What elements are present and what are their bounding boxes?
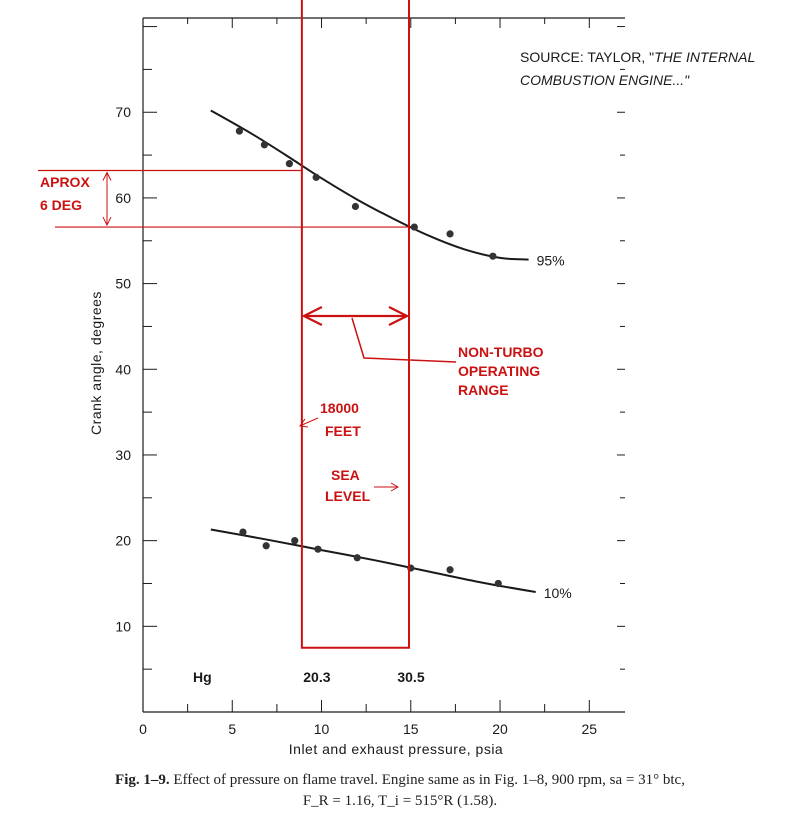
aprox-label-line-2: 6 DEG: [40, 197, 82, 213]
data-point-95pct: [285, 160, 293, 168]
non-turbo-label-line-3: RANGE: [458, 382, 509, 398]
data-point-10pct: [446, 566, 454, 574]
y-tick-label: 70: [115, 104, 131, 120]
y-tick-label: 30: [115, 447, 131, 463]
data-point-10pct: [314, 545, 322, 553]
altitude-pointer-head: [299, 418, 309, 428]
figure-caption-line-1: Fig. 1–9. Effect of pressure on flame tr…: [0, 772, 800, 789]
aprox-label-line-1: APROX: [40, 174, 90, 190]
x-axis-title: Inlet and exhaust pressure, psia: [289, 741, 503, 757]
data-point-10pct: [239, 528, 247, 536]
hg-label: Hg: [193, 669, 212, 685]
aprox-arrowhead-up: [102, 171, 112, 181]
sea-level-pointer-head: [390, 482, 400, 492]
data-point-10pct: [262, 542, 270, 550]
x-tick-label: 0: [139, 721, 147, 737]
data-point-95pct: [260, 141, 268, 149]
aprox-arrowhead-down: [102, 216, 112, 227]
operating-range-box: [300, 0, 410, 649]
y-tick-label: 60: [115, 190, 131, 206]
range-arrowhead-left: [301, 306, 323, 326]
hg-value-high: 30.5: [397, 669, 424, 685]
series-label-10pct: 10%: [544, 585, 572, 601]
range-leader-line: [351, 317, 457, 363]
series-curve-95pct: [210, 109, 529, 261]
data-point-95pct: [410, 223, 418, 231]
sea-level-label-line-2: LEVEL: [325, 488, 371, 504]
source-note-line-1: SOURCE: TAYLOR, "THE INTERNAL: [520, 49, 755, 65]
altitude-label-line-2: FEET: [325, 423, 361, 439]
figure-caption-line-2: F_R = 1.16, T_i = 515°R (1.58).: [302, 793, 498, 809]
source-note-line-2: COMBUSTION ENGINE...": [520, 72, 690, 88]
series-curve-10pct: [210, 528, 536, 593]
series-label-95pct: 95%: [537, 253, 565, 269]
caption-text: Effect of pressure on flame travel. Engi…: [169, 772, 685, 788]
sea-level-label-line-1: SEA: [331, 467, 360, 483]
source-note-title: THE INTERNAL: [654, 49, 755, 65]
data-point-95pct: [489, 252, 497, 260]
y-tick-label: 40: [115, 361, 131, 377]
x-tick-label: 5: [228, 721, 236, 737]
x-tick-label: 10: [314, 721, 330, 737]
chart-annotations: APROX 6 DEG NON-TURBO OPERATING RANGE 18000 FE…: [38, 0, 755, 685]
x-tick-label: 25: [582, 721, 598, 737]
altitude-pointer: [301, 417, 319, 426]
y-tick-label: 10: [115, 618, 131, 634]
source-note-prefix: SOURCE: TAYLOR, ": [520, 49, 654, 65]
data-point-95pct: [446, 230, 454, 238]
x-tick-label: 15: [403, 721, 419, 737]
data-point-95pct: [312, 173, 320, 181]
x-tick-label: 20: [492, 721, 508, 737]
data-point-95pct: [235, 127, 243, 135]
data-point-10pct: [353, 554, 361, 562]
chart-axes: 0 5 10 15 20 25 10 20 30 40 50 60 70 Inlet and exhaus…: [88, 17, 625, 757]
non-turbo-label-line-1: NON-TURBO: [458, 344, 544, 360]
altitude-label-line-1: 18000: [320, 400, 359, 416]
y-tick-label: 20: [115, 533, 131, 549]
data-point-95pct: [351, 202, 360, 211]
y-axis-title: Crank angle, degrees: [88, 291, 104, 435]
data-point-10pct: [494, 579, 502, 588]
caption-figure-number: Fig. 1–9.: [115, 772, 170, 788]
y-tick-label: 50: [115, 276, 131, 292]
hg-value-low: 20.3: [303, 669, 330, 685]
data-point-10pct: [291, 537, 299, 545]
range-arrowhead-right: [388, 306, 410, 326]
non-turbo-label-line-2: OPERATING: [458, 363, 540, 379]
